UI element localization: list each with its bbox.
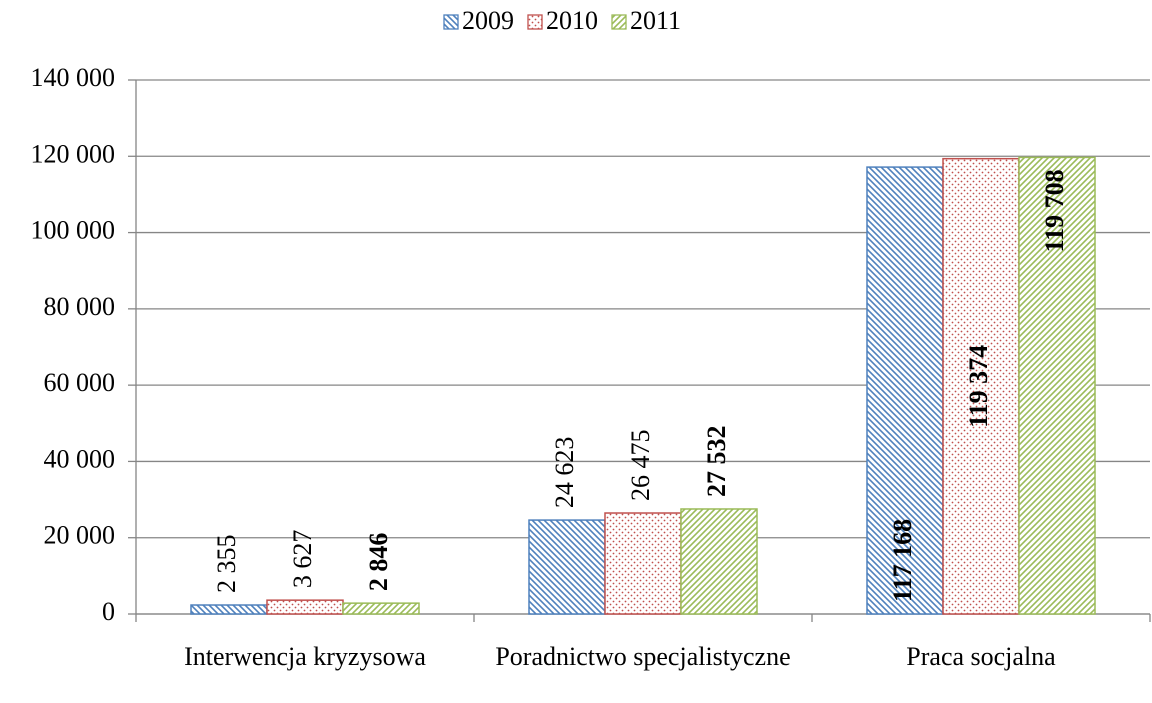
legend-swatch [443,14,459,30]
data-label: 119 374 [964,345,993,428]
data-label: 2 355 [212,535,241,594]
legend-swatch [527,14,543,30]
legend-label: 2009 [462,6,514,35]
y-tick-label: 80 000 [44,292,116,321]
x-tick-label: Interwencja kryzysowa [184,642,426,671]
bar [604,512,682,615]
legend-label: 2010 [546,6,598,35]
y-tick-label: 20 000 [44,521,116,550]
data-label: 27 532 [702,425,731,497]
data-label: 119 708 [1040,169,1069,252]
data-label: 24 623 [550,437,579,509]
y-tick-label: 0 [102,597,115,626]
y-tick-label: 40 000 [44,444,116,473]
y-tick-label: 60 000 [44,368,116,397]
y-tick-label: 140 000 [31,63,116,92]
bar [266,599,344,615]
bar [866,166,944,615]
bar [342,602,420,615]
x-tick-label: Praca socjalna [906,642,1056,671]
legend-swatch [611,14,627,30]
bar [680,508,758,615]
bar [1018,156,1096,615]
y-tick-label: 100 000 [31,216,116,245]
y-tick-label: 120 000 [31,139,116,168]
data-label: 3 627 [288,530,317,589]
data-label: 2 846 [364,533,393,592]
bar [942,157,1020,615]
legend-label: 2011 [630,6,681,35]
bar [528,519,606,615]
data-label: 117 168 [888,519,917,602]
bar [190,604,268,615]
data-label: 26 475 [626,430,655,502]
x-tick-label: Poradnictwo specjalistyczne [495,642,791,671]
